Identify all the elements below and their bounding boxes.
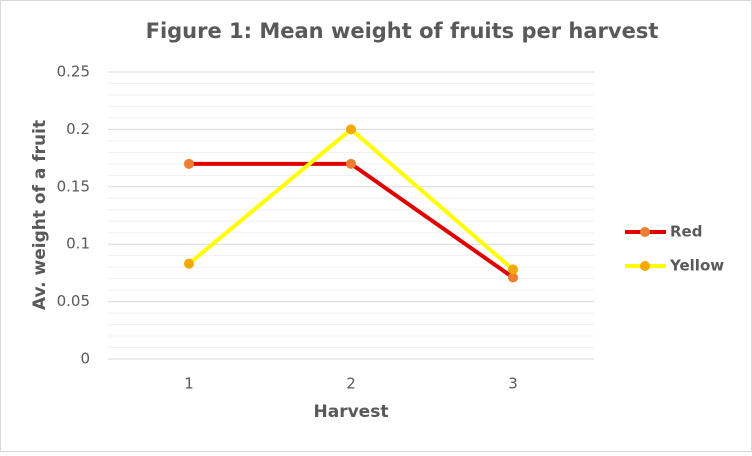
legend-label: Red <box>670 223 702 241</box>
y-tick-label: 0.05 <box>57 292 90 310</box>
x-tick-label: 3 <box>508 375 518 393</box>
y-tick-label: 0.1 <box>66 235 90 253</box>
y-tick-label: 0 <box>80 350 90 368</box>
marker <box>346 124 356 135</box>
marker <box>508 272 518 283</box>
marker <box>346 158 356 169</box>
marker <box>508 264 518 275</box>
x-tick-label: 1 <box>184 375 194 393</box>
y-tick-label: 0.2 <box>66 120 90 138</box>
marker <box>184 158 194 169</box>
legend-label: Yellow <box>669 257 724 275</box>
y-tick-label: 0.25 <box>57 63 90 81</box>
legend-marker <box>640 227 650 237</box>
marker <box>184 258 194 269</box>
y-axis-label: Av. weight of a fruit <box>30 120 50 310</box>
y-tick-label: 0.15 <box>57 177 90 195</box>
x-tick-label: 2 <box>346 375 356 393</box>
legend-marker <box>640 261 650 271</box>
chart-title: Figure 1: Mean weight of fruits per harv… <box>146 19 659 43</box>
x-axis-label: Harvest <box>314 402 389 422</box>
